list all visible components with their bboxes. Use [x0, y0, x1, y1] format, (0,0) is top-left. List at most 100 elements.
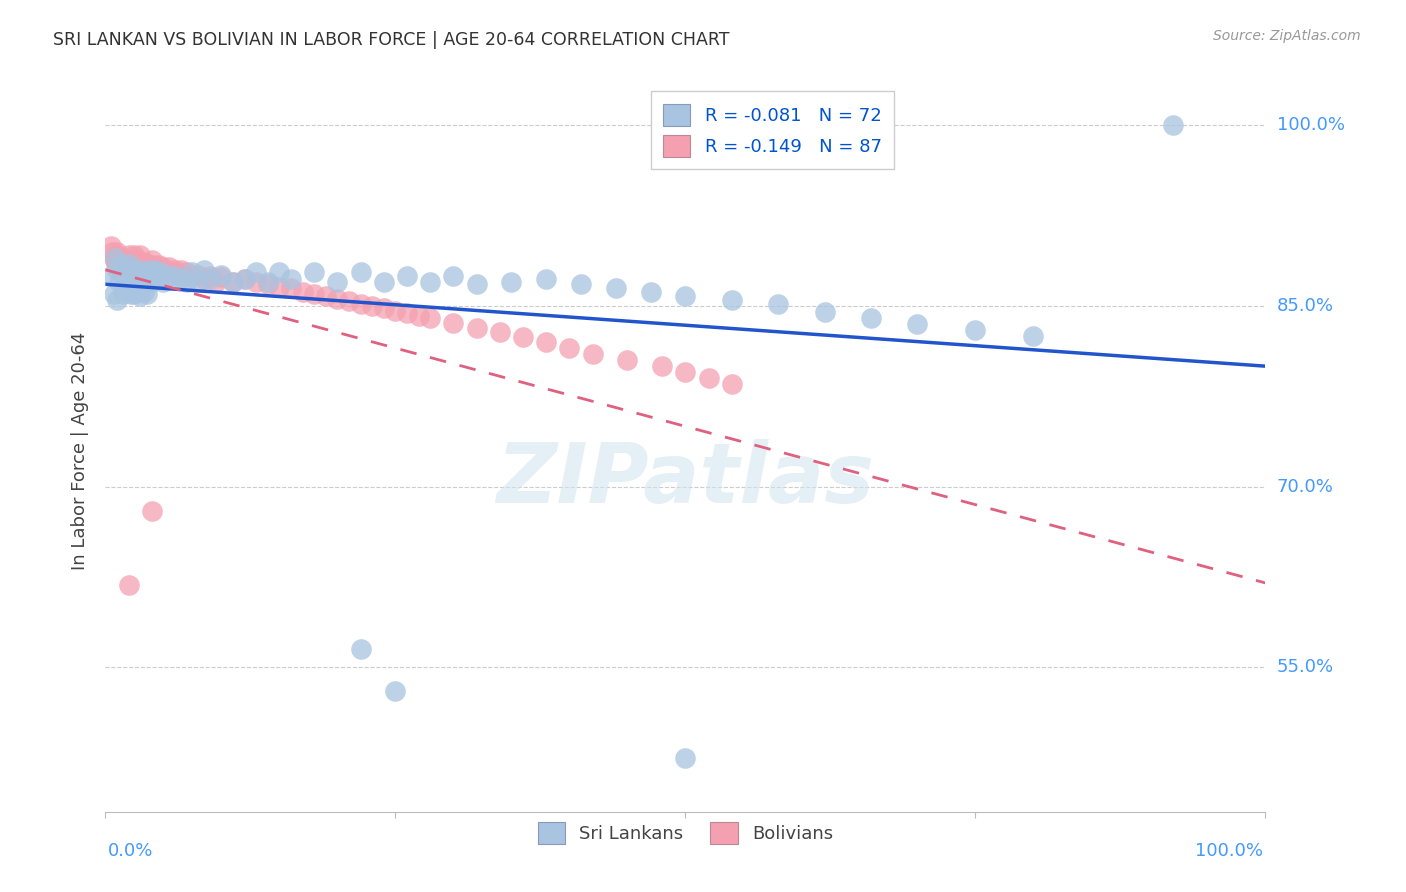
Point	[419, 275, 441, 289]
Point	[291, 285, 314, 299]
Point	[107, 248, 129, 262]
Point	[118, 257, 141, 271]
Point	[117, 258, 139, 272]
Point	[157, 268, 180, 283]
Point	[108, 253, 131, 268]
Point	[193, 272, 215, 286]
Point	[110, 257, 132, 271]
Point	[118, 248, 141, 262]
Text: 85.0%: 85.0%	[1277, 297, 1333, 315]
Point	[148, 272, 170, 286]
Point	[145, 268, 167, 283]
Point	[396, 306, 419, 320]
Point	[269, 265, 291, 279]
Point	[419, 311, 441, 326]
Point	[135, 268, 157, 283]
Legend: Sri Lankans, Bolivians: Sri Lankans, Bolivians	[529, 814, 842, 854]
Point	[721, 293, 744, 307]
Point	[141, 268, 163, 282]
Point	[280, 281, 302, 295]
Point	[118, 281, 141, 295]
Point	[721, 377, 744, 392]
Text: 55.0%: 55.0%	[1277, 658, 1334, 676]
Point	[170, 272, 193, 286]
Point	[135, 255, 157, 269]
Point	[118, 253, 141, 268]
Point	[104, 253, 127, 268]
Point	[111, 262, 134, 277]
Point	[124, 255, 146, 269]
Point	[373, 301, 395, 316]
Point	[907, 317, 929, 331]
Point	[141, 253, 163, 268]
Point	[138, 258, 160, 272]
Point	[105, 293, 128, 307]
Point	[120, 262, 142, 277]
Point	[132, 285, 155, 299]
Point	[211, 270, 233, 285]
Point	[124, 287, 146, 301]
Point	[697, 371, 720, 385]
Point	[143, 262, 166, 277]
Point	[141, 275, 163, 289]
Point	[384, 303, 406, 318]
Point	[152, 275, 174, 289]
Point	[675, 289, 697, 303]
Text: 70.0%: 70.0%	[1277, 477, 1333, 496]
Point	[512, 330, 534, 344]
Text: 0.0%: 0.0%	[108, 842, 153, 860]
Point	[245, 275, 267, 289]
Point	[104, 251, 127, 265]
Point	[675, 365, 697, 379]
Point	[569, 277, 592, 292]
Point	[558, 341, 581, 355]
Point	[181, 268, 204, 283]
Point	[114, 260, 136, 275]
Point	[337, 294, 360, 309]
Point	[127, 253, 149, 268]
Y-axis label: In Labor Force | Age 20-64: In Labor Force | Age 20-64	[70, 331, 89, 570]
Point	[304, 287, 326, 301]
Point	[118, 578, 141, 592]
Point	[534, 335, 557, 350]
Text: 100.0%: 100.0%	[1277, 116, 1344, 135]
Point	[616, 353, 638, 368]
Point	[361, 299, 384, 313]
Text: SRI LANKAN VS BOLIVIAN IN LABOR FORCE | AGE 20-64 CORRELATION CHART: SRI LANKAN VS BOLIVIAN IN LABOR FORCE | …	[53, 31, 730, 49]
Point	[100, 239, 122, 253]
Point	[651, 359, 673, 373]
Point	[115, 281, 138, 295]
Point	[112, 255, 135, 269]
Point	[124, 248, 146, 262]
Point	[127, 281, 149, 295]
Point	[131, 268, 153, 283]
Point	[396, 268, 419, 283]
Point	[136, 287, 159, 301]
Point	[176, 265, 198, 279]
Point	[187, 275, 209, 289]
Point	[349, 642, 371, 657]
Point	[129, 289, 152, 303]
Point	[373, 275, 395, 289]
Point	[124, 262, 146, 277]
Point	[141, 503, 163, 517]
Point	[222, 275, 245, 289]
Point	[150, 265, 173, 279]
Point	[120, 257, 142, 271]
Point	[110, 257, 132, 271]
Point	[187, 268, 209, 282]
Point	[129, 248, 152, 262]
Point	[489, 326, 512, 340]
Point	[111, 260, 134, 275]
Point	[132, 260, 155, 275]
Point	[640, 285, 662, 299]
Point	[198, 268, 221, 283]
Point	[768, 296, 790, 310]
Point	[145, 262, 167, 277]
Point	[408, 309, 430, 323]
Point	[103, 251, 125, 265]
Point	[384, 684, 406, 698]
Point	[104, 257, 127, 271]
Point	[152, 260, 174, 275]
Point	[465, 320, 488, 334]
